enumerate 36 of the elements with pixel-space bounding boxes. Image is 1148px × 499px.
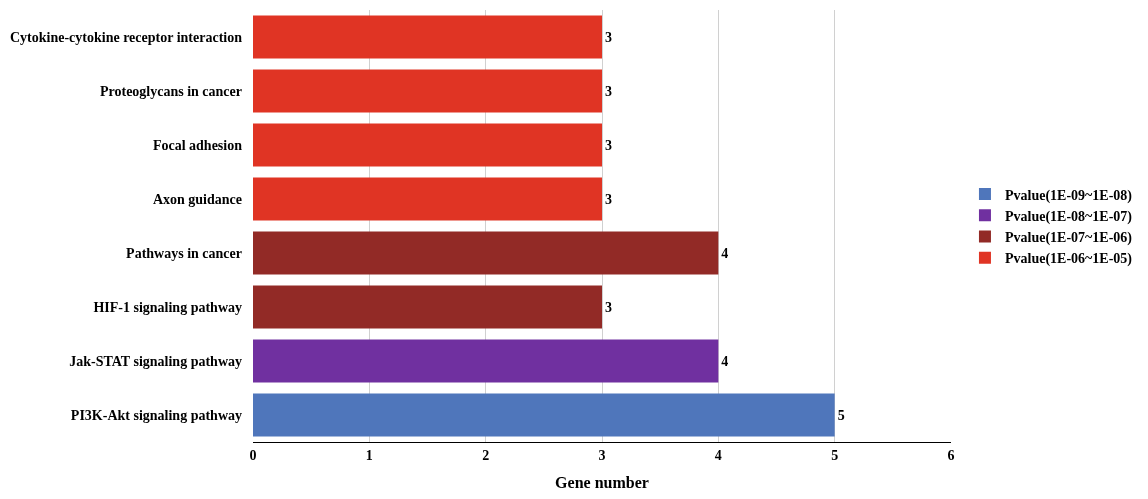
y-tick-label: Focal adhesion bbox=[152, 137, 243, 153]
data-label: 3 bbox=[605, 299, 612, 315]
bar bbox=[253, 177, 602, 221]
x-tick-label: 4 bbox=[714, 447, 722, 463]
y-tick-label: Axon guidance bbox=[152, 191, 242, 207]
legend-label: Pvalue(1E-08~1E-07) bbox=[1004, 208, 1133, 225]
x-tick-label: 5 bbox=[831, 447, 839, 463]
y-tick-label: PI3K-Akt signaling pathway bbox=[70, 407, 242, 423]
y-tick-label: Jak-STAT signaling pathway bbox=[69, 353, 242, 369]
bar bbox=[253, 339, 719, 383]
legend-label: Pvalue(1E-07~1E-06) bbox=[1004, 229, 1133, 246]
y-tick-label: Proteoglycans in cancer bbox=[99, 83, 242, 99]
data-label: 3 bbox=[605, 83, 612, 99]
bar bbox=[253, 285, 602, 329]
data-label: 4 bbox=[721, 353, 729, 369]
x-tick-label: 3 bbox=[598, 447, 606, 463]
x-tick-label: 0 bbox=[249, 447, 257, 463]
bar bbox=[253, 393, 835, 437]
y-tick-label: HIF-1 signaling pathway bbox=[93, 299, 242, 315]
y-tick-label: Pathways in cancer bbox=[126, 245, 242, 261]
data-label: 5 bbox=[837, 407, 845, 423]
x-tick-label: 2 bbox=[482, 447, 490, 463]
y-tick-label: Cytokine-cytokine receptor interaction bbox=[10, 29, 243, 45]
bar bbox=[253, 69, 602, 113]
x-tick-label: 6 bbox=[947, 447, 955, 463]
data-label: 3 bbox=[605, 137, 612, 153]
data-label: 4 bbox=[721, 245, 729, 261]
data-label: 3 bbox=[605, 191, 612, 207]
x-axis-title: Gene number bbox=[555, 474, 649, 492]
bar bbox=[253, 15, 602, 59]
legend-label: Pvalue(1E-09~1E-08) bbox=[1004, 187, 1133, 204]
bar bbox=[253, 231, 719, 275]
data-label: 3 bbox=[605, 29, 612, 45]
x-tick-label: 1 bbox=[365, 447, 373, 463]
bar bbox=[253, 123, 602, 167]
legend-label: Pvalue(1E-06~1E-05) bbox=[1004, 251, 1133, 268]
